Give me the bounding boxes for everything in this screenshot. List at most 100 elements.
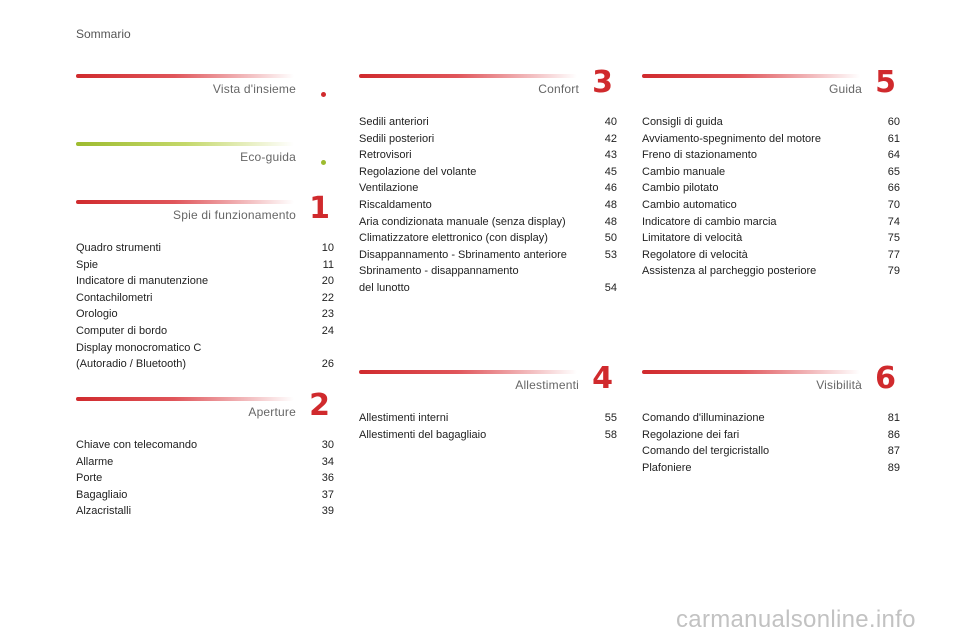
section-header: Guida 5 — [642, 65, 900, 114]
toc-entry-label: Contachilometri — [76, 291, 153, 304]
toc-entry-page: 46 — [604, 182, 617, 195]
toc-entry-label: Orologio — [76, 308, 118, 321]
toc-entry-page: 66 — [887, 182, 900, 195]
toc-entry[interactable]: Indicatore di cambio marcia 74 — [642, 214, 900, 231]
toc-entry-label: Cambio pilotato — [642, 182, 719, 195]
toc-entry-page: 70 — [887, 198, 900, 211]
toc-entry[interactable]: Climatizzatore elettronico (con display)… — [359, 230, 617, 247]
toc-entry-page: 36 — [321, 472, 334, 485]
toc-entry-label: Allarme — [76, 455, 114, 468]
toc-entry[interactable]: Indicatore di manutenzione 20 — [76, 273, 334, 290]
section-number: 4 — [592, 361, 613, 396]
toc-entry[interactable]: Sedili anteriori 40 — [359, 114, 617, 131]
section-header: Spie di funzionamento 1 — [76, 194, 334, 240]
toc-entry-label: Chiave con telecomando — [76, 439, 198, 451]
toc-entry[interactable]: Quadro strumenti 10 — [76, 240, 334, 257]
toc-entry[interactable]: Sbrinamento - disappannamento del lunott… — [359, 263, 617, 296]
section-number: 5 — [875, 65, 896, 100]
toc-entry[interactable]: Bagagliaio 37 — [76, 487, 334, 504]
toc-entry[interactable]: Riscaldamento 48 — [359, 197, 617, 214]
toc-entry-label: Comando del tergicristallo — [642, 445, 770, 458]
toc-entry-page: 60 — [887, 116, 900, 128]
toc-entry[interactable]: Chiave con telecomando 30 — [76, 437, 334, 454]
toc-entry[interactable]: Consigli di guida 60 — [642, 114, 900, 131]
toc-entry[interactable]: Comando del tergicristallo 87 — [642, 443, 900, 460]
toc-entry[interactable]: Comando d'illuminazione 81 — [642, 410, 900, 427]
section-3[interactable]: Confort 3 Sedili anteriori 40 Sedili posteri… — [359, 68, 617, 297]
toc-entry-label: Computer di bordo — [76, 324, 168, 337]
toc-entry[interactable]: Allarme 34 — [76, 454, 334, 471]
section-4[interactable]: Allestimenti 4 Allestimenti interni 55 Alles… — [359, 361, 617, 444]
toc-entry-page: 81 — [887, 412, 900, 424]
toc-entry-page: 42 — [604, 132, 617, 145]
toc-entry[interactable]: Sedili posteriori 42 — [359, 131, 617, 148]
toc-entry[interactable]: Assistenza al parcheggio posteriore 79 — [642, 263, 900, 280]
toc-entry[interactable]: Disappannamento - Sbrinamento anteriore 5… — [359, 247, 617, 264]
toc-entry-page: 39 — [321, 505, 334, 518]
toc-entry-page: 75 — [887, 232, 900, 245]
toc-entry[interactable]: Cambio pilotato 66 — [642, 180, 900, 197]
section-divider-bar — [76, 74, 294, 78]
toc-entry-page: 48 — [604, 198, 617, 211]
toc-entry[interactable]: Regolazione dei fari 86 — [642, 427, 900, 444]
toc-entry[interactable]: Retrovisori 43 — [359, 147, 617, 164]
section-divider-bar — [76, 200, 294, 204]
toc-entry[interactable]: Computer di bordo 24 — [76, 323, 334, 340]
toc-entry[interactable]: Freno di stazionamento 64 — [642, 147, 900, 164]
toc-entry[interactable]: Cambio manuale 65 — [642, 164, 900, 181]
toc-entry[interactable]: Allestimenti interni 55 — [359, 410, 617, 427]
toc-entry-page: 61 — [887, 132, 900, 145]
toc-entry-page: 86 — [887, 428, 900, 441]
toc-entry-label: Quadro strumenti — [76, 242, 161, 254]
toc-entry[interactable]: Contachilometri 22 — [76, 290, 334, 307]
toc-entry-page: 77 — [887, 248, 900, 261]
toc-entry-label: Regolazione dei fari — [642, 428, 740, 441]
toc-entry-label: Aria condizionata manuale (senza display… — [359, 215, 566, 228]
toc-entry-label: Disappannamento - Sbrinamento anteriore — [359, 248, 567, 261]
section-eco-guida[interactable]: Eco-guida — [76, 138, 334, 182]
section-title: Allestimenti — [515, 378, 579, 392]
toc-entry-page: 65 — [887, 165, 900, 178]
toc-list: Chiave con telecomando 30 Allarme 34 Porte 36… — [76, 437, 334, 520]
toc-entry-page: 87 — [887, 445, 900, 458]
toc-entry[interactable]: Porte 36 — [76, 470, 334, 487]
toc-entry-label: Avviamento-spegnimento del motore — [642, 132, 821, 145]
toc-entry-label: Plafoniere — [642, 461, 692, 474]
toc-entry-label: Cambio manuale — [642, 165, 726, 178]
toc-entry[interactable]: Ventilazione 46 — [359, 180, 617, 197]
toc-entry-page: 58 — [604, 428, 617, 441]
toc-entry-label: Comando d'illuminazione — [642, 412, 765, 424]
section-2[interactable]: Aperture 2 Chiave con telecomando 30 Allarme… — [76, 391, 334, 520]
toc-entry-label: Retrovisori — [359, 149, 412, 162]
toc-entry[interactable]: Display monocromatico C (Autoradio / Blu… — [76, 340, 334, 373]
toc-list: Sedili anteriori 40 Sedili posteriori 42 Ret… — [359, 114, 617, 297]
section-divider-bar — [359, 370, 577, 374]
toc-entry-label: Climatizzatore elettronico (con display) — [359, 232, 548, 245]
toc-entry-page: 43 — [604, 149, 617, 162]
toc-list: Comando d'illuminazione 81 Regolazione dei… — [642, 410, 900, 476]
toc-entry[interactable]: Avviamento-spegnimento del motore 61 — [642, 131, 900, 148]
toc-entry[interactable]: Orologio 23 — [76, 306, 334, 323]
section-divider-bar — [642, 74, 860, 78]
toc-entry-label: Cambio automatico — [642, 198, 737, 211]
section-1[interactable]: Spie di funzionamento 1 Quadro strumenti 10… — [76, 194, 334, 373]
toc-list: Quadro strumenti 10 Spie 11 Indicatore di ma… — [76, 240, 334, 373]
toc-entry-page: 48 — [604, 215, 617, 228]
toc-entry-page: 11 — [322, 258, 334, 271]
toc-entry[interactable]: Allestimenti del bagagliaio 58 — [359, 427, 617, 444]
toc-entry[interactable]: Spie 11 — [76, 257, 334, 274]
toc-entry-label: Alzacristalli — [76, 505, 132, 518]
toc-entry[interactable]: Cambio automatico 70 — [642, 197, 900, 214]
toc-entry[interactable]: Regolazione del volante 45 — [359, 164, 617, 181]
toc-entry-page: 79 — [887, 265, 900, 278]
section-6[interactable]: Visibilità 6 Comando d'illuminazione 81 Rego… — [642, 364, 900, 476]
section-5[interactable]: Guida 5 Consigli di guida 60 Avviamento-speg… — [642, 65, 900, 280]
toc-entry[interactable]: Aria condizionata manuale (senza display… — [359, 214, 617, 231]
toc-entry-label: Assistenza al parcheggio posteriore — [642, 265, 817, 278]
toc-entry-label: Allestimenti del bagagliaio — [359, 428, 487, 441]
toc-entry[interactable]: Alzacristalli 39 — [76, 503, 334, 520]
toc-entry[interactable]: Plafoniere 89 — [642, 460, 900, 477]
section-vista[interactable]: Vista d'insieme — [76, 70, 334, 114]
toc-entry[interactable]: Limitatore di velocità 75 — [642, 230, 900, 247]
toc-entry[interactable]: Regolatore di velocità 77 — [642, 247, 900, 264]
